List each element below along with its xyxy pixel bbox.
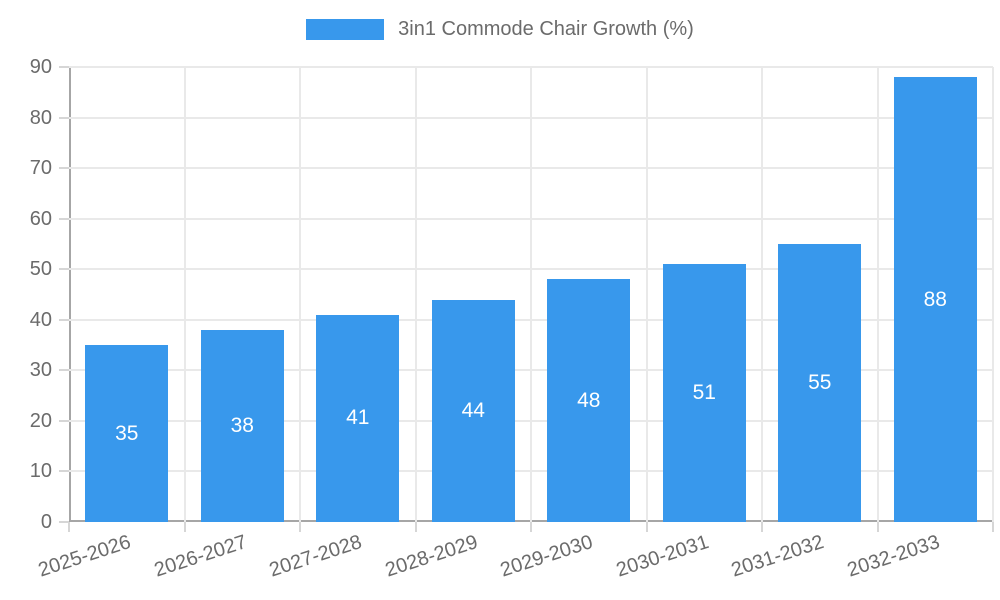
bar-value-label: 35 bbox=[115, 421, 139, 445]
bar[interactable] bbox=[893, 77, 977, 522]
y-axis-tick bbox=[59, 217, 69, 220]
bar-value-label: 51 bbox=[692, 381, 716, 405]
x-axis-tick-label: 2030-2031 bbox=[613, 531, 712, 582]
x-axis-tick-label: 2025-2026 bbox=[35, 531, 134, 582]
bar-value-label: 88 bbox=[923, 287, 947, 311]
y-axis-tick-label: 40 bbox=[29, 308, 52, 331]
bar-value-label: 38 bbox=[230, 413, 254, 437]
y-axis-tick bbox=[59, 268, 69, 271]
y-axis-tick bbox=[59, 521, 69, 523]
bar[interactable] bbox=[431, 299, 515, 522]
y-axis-tick bbox=[59, 116, 69, 119]
x-axis-tick-label: 2032-2033 bbox=[844, 531, 943, 582]
y-axis-tick-label: 30 bbox=[29, 359, 52, 382]
y-axis-tick bbox=[59, 419, 69, 422]
y-axis-tick bbox=[59, 66, 69, 68]
x-gridline bbox=[183, 67, 186, 522]
x-axis-tick bbox=[876, 522, 879, 532]
legend-label: 3in1 Commode Chair Growth (%) bbox=[398, 18, 694, 40]
x-axis-tick bbox=[645, 522, 648, 532]
bar-value-label: 48 bbox=[577, 388, 601, 412]
x-axis-tick-label: 2031-2032 bbox=[728, 531, 827, 582]
x-gridline bbox=[876, 67, 879, 522]
x-axis-tick-label: 2028-2029 bbox=[382, 531, 481, 582]
y-axis-tick-label: 10 bbox=[29, 460, 52, 483]
y-axis-tick bbox=[59, 318, 69, 321]
x-gridline bbox=[414, 67, 417, 522]
x-gridline bbox=[299, 67, 301, 522]
y-axis-tick bbox=[59, 167, 69, 170]
bar-value-label: 55 bbox=[808, 370, 832, 394]
y-axis-tick-label: 0 bbox=[40, 511, 52, 533]
x-gridline bbox=[992, 67, 994, 522]
y-axis-tick-label: 90 bbox=[29, 56, 52, 78]
bar[interactable] bbox=[662, 264, 746, 522]
x-axis-tick bbox=[992, 522, 994, 532]
x-gridline bbox=[645, 67, 648, 522]
legend-swatch bbox=[306, 19, 385, 40]
bar[interactable] bbox=[778, 243, 862, 522]
x-axis-tick bbox=[68, 522, 70, 532]
x-axis-tick bbox=[761, 522, 763, 532]
bar[interactable] bbox=[85, 345, 169, 522]
x-gridline bbox=[530, 67, 532, 522]
bar[interactable] bbox=[547, 279, 631, 522]
x-axis-tick bbox=[183, 522, 186, 532]
bar[interactable] bbox=[316, 314, 400, 522]
bar-value-label: 44 bbox=[461, 398, 485, 422]
y-axis-tick bbox=[59, 369, 69, 372]
legend-item[interactable]: 3in1 Commode Chair Growth (%) bbox=[0, 18, 1000, 41]
x-axis-tick-label: 2026-2027 bbox=[151, 531, 250, 582]
y-axis-tick-label: 80 bbox=[29, 106, 52, 129]
y-axis-tick-label: 60 bbox=[29, 207, 52, 230]
x-axis-tick-label: 2029-2030 bbox=[497, 531, 596, 582]
x-axis-tick bbox=[299, 522, 301, 532]
x-gridline bbox=[761, 67, 763, 522]
y-axis-tick-label: 50 bbox=[29, 258, 52, 281]
x-axis-tick-label: 2027-2028 bbox=[266, 531, 365, 582]
x-axis-tick bbox=[530, 522, 532, 532]
bar[interactable] bbox=[200, 329, 284, 522]
bar-value-label: 41 bbox=[346, 406, 370, 430]
y-axis-tick-label: 70 bbox=[29, 157, 52, 180]
y-axis-tick-label: 20 bbox=[29, 409, 52, 432]
x-axis-tick bbox=[414, 522, 417, 532]
y-axis-tick bbox=[59, 470, 69, 473]
